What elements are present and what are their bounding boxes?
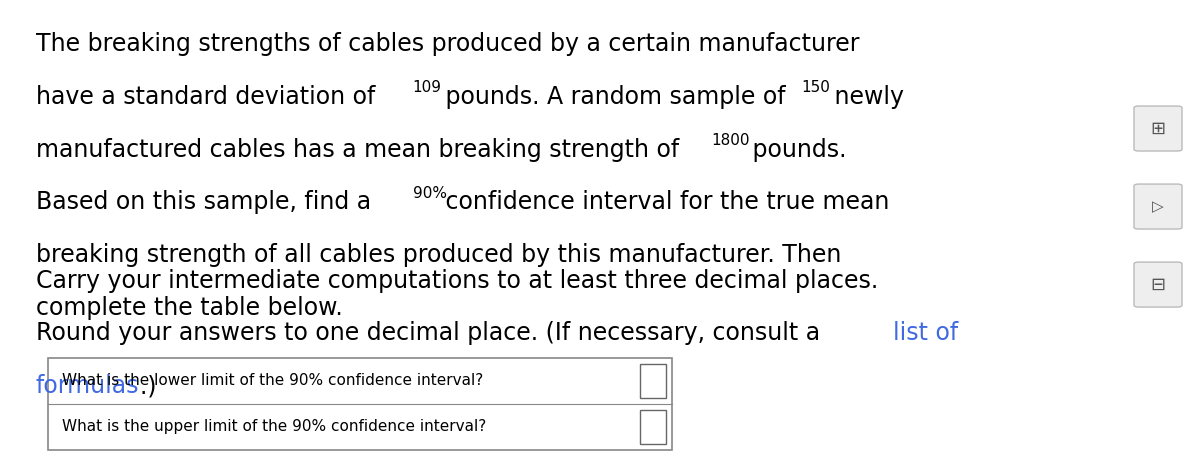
Text: confidence interval for the true mean: confidence interval for the true mean xyxy=(438,190,889,214)
Text: .): .) xyxy=(140,374,164,398)
Text: ▷: ▷ xyxy=(1152,199,1164,214)
Text: ⊟: ⊟ xyxy=(1151,275,1165,294)
Text: breaking strength of all cables produced by this manufacturer. Then: breaking strength of all cables produced… xyxy=(36,243,841,267)
Text: pounds.: pounds. xyxy=(745,138,846,162)
Text: What is the upper limit of the 90% confidence interval?: What is the upper limit of the 90% confi… xyxy=(62,420,487,434)
FancyBboxPatch shape xyxy=(640,409,666,444)
Text: formulas: formulas xyxy=(36,374,139,398)
Text: Round your answers to one decimal place. (If necessary, consult a: Round your answers to one decimal place.… xyxy=(36,321,828,345)
Text: pounds. A random sample of: pounds. A random sample of xyxy=(438,85,793,109)
Text: have a standard deviation of: have a standard deviation of xyxy=(36,85,383,109)
Text: complete the table below.: complete the table below. xyxy=(36,296,343,320)
FancyBboxPatch shape xyxy=(1134,184,1182,229)
Text: 109: 109 xyxy=(413,80,442,95)
Text: 90%: 90% xyxy=(413,186,446,201)
Text: The breaking strengths of cables produced by a certain manufacturer: The breaking strengths of cables produce… xyxy=(36,32,859,56)
Text: newly: newly xyxy=(827,85,904,109)
FancyBboxPatch shape xyxy=(1134,106,1182,151)
FancyBboxPatch shape xyxy=(48,358,672,450)
FancyBboxPatch shape xyxy=(1134,262,1182,307)
Text: Based on this sample, find a: Based on this sample, find a xyxy=(36,190,379,214)
Text: Carry your intermediate computations to at least three decimal places.: Carry your intermediate computations to … xyxy=(36,269,878,292)
Text: list of: list of xyxy=(893,321,959,345)
Text: manufactured cables has a mean breaking strength of: manufactured cables has a mean breaking … xyxy=(36,138,686,162)
FancyBboxPatch shape xyxy=(640,364,666,398)
Text: 1800: 1800 xyxy=(712,133,750,148)
Text: ⊞: ⊞ xyxy=(1151,119,1165,138)
Text: 150: 150 xyxy=(802,80,830,95)
Text: What is the lower limit of the 90% confidence interval?: What is the lower limit of the 90% confi… xyxy=(62,374,484,388)
